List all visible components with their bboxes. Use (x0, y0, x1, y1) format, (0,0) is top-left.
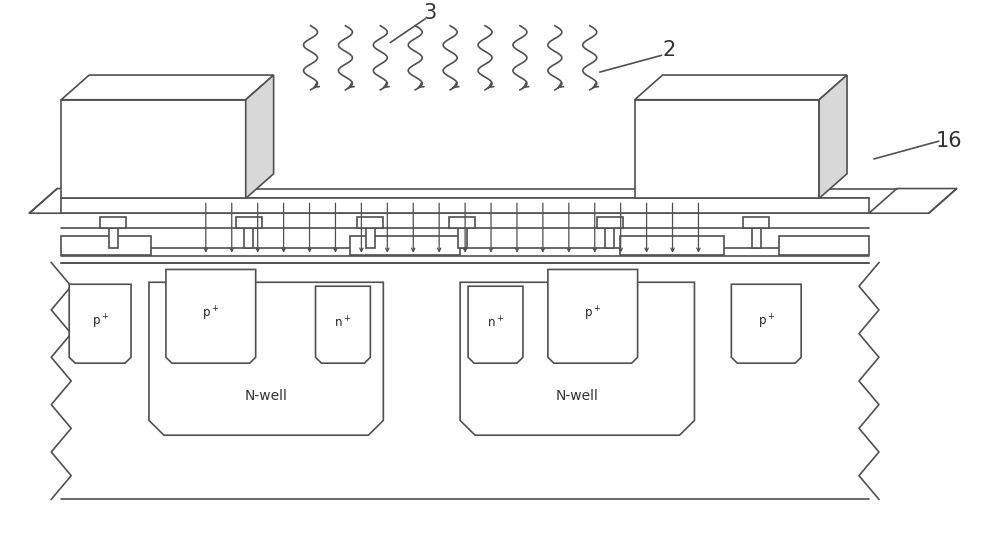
Polygon shape (460, 282, 694, 435)
Polygon shape (819, 75, 847, 198)
Polygon shape (149, 282, 383, 435)
Text: N-well: N-well (556, 388, 599, 403)
Polygon shape (246, 75, 274, 198)
Text: p$^+$: p$^+$ (584, 305, 601, 324)
Polygon shape (731, 284, 801, 363)
Text: p$^+$: p$^+$ (758, 312, 775, 331)
Polygon shape (61, 75, 274, 100)
Text: n$^+$: n$^+$ (487, 315, 504, 330)
Text: 3: 3 (424, 3, 437, 23)
Polygon shape (61, 236, 151, 255)
Text: 16: 16 (935, 131, 962, 151)
Polygon shape (869, 189, 957, 213)
Polygon shape (61, 100, 246, 198)
Polygon shape (468, 286, 523, 363)
Polygon shape (597, 217, 623, 228)
Polygon shape (316, 286, 370, 363)
Polygon shape (779, 236, 869, 255)
Polygon shape (635, 75, 847, 100)
Polygon shape (29, 189, 89, 213)
Polygon shape (620, 236, 724, 255)
Polygon shape (61, 198, 869, 213)
Polygon shape (458, 228, 467, 248)
Polygon shape (366, 228, 375, 248)
Text: 2: 2 (663, 41, 676, 60)
Polygon shape (69, 284, 131, 363)
Text: p$^+$: p$^+$ (202, 305, 219, 324)
Polygon shape (350, 236, 460, 255)
Text: p$^+$: p$^+$ (92, 312, 109, 331)
Polygon shape (244, 228, 253, 248)
Text: n$^+$: n$^+$ (334, 315, 352, 330)
Polygon shape (605, 228, 614, 248)
Polygon shape (743, 217, 769, 228)
Polygon shape (109, 228, 118, 248)
Polygon shape (61, 263, 869, 500)
Polygon shape (752, 228, 761, 248)
Polygon shape (100, 217, 126, 228)
Polygon shape (449, 217, 475, 228)
Text: N-well: N-well (245, 388, 288, 403)
Polygon shape (166, 269, 256, 363)
Polygon shape (635, 100, 819, 198)
Polygon shape (548, 269, 638, 363)
Polygon shape (357, 217, 383, 228)
Polygon shape (236, 217, 262, 228)
